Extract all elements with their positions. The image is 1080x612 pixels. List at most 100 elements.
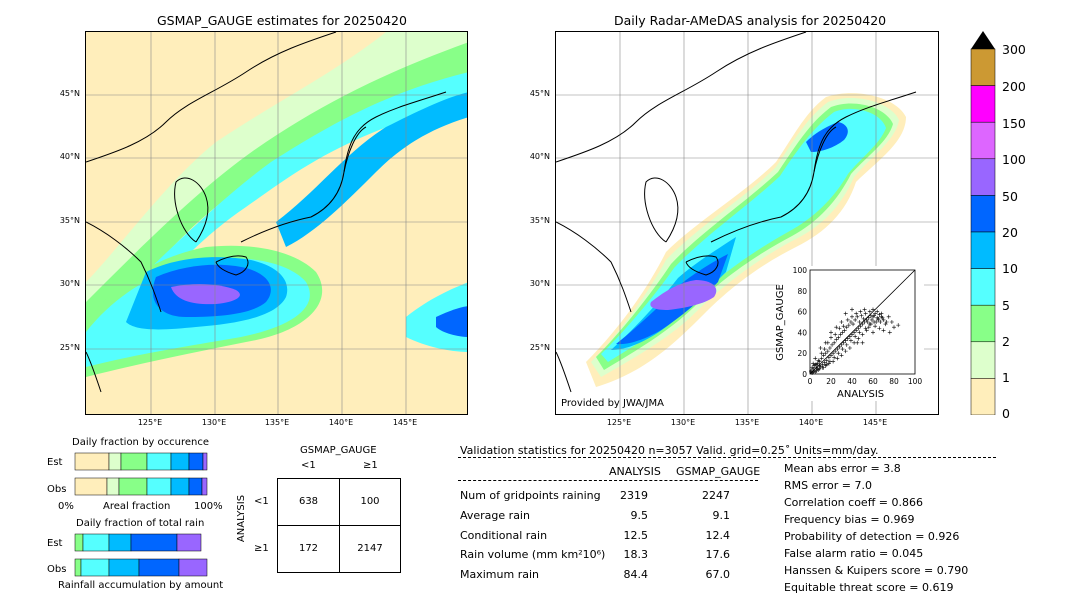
- scatter-point: [829, 353, 833, 358]
- scatter-point: [809, 369, 814, 374]
- colorbar-swatch: [970, 231, 996, 269]
- score-far: False alarm ratio = 0.045: [784, 547, 924, 560]
- colorbar-label-10: 10: [1002, 261, 1018, 276]
- scatter-point: [816, 358, 821, 363]
- right-lat-35: 35°N: [529, 216, 550, 225]
- precip-area-south-violet: [171, 284, 240, 305]
- total-rain-obs-bar: [74, 558, 208, 577]
- scatter-ylabel: GSMAP_GAUGE: [774, 284, 786, 361]
- left-lat-25: 25°N: [59, 343, 80, 352]
- scatter-point: [880, 315, 885, 320]
- colorbar-label-200: 200: [1002, 79, 1026, 94]
- scatter-y-tick: 60: [797, 308, 807, 317]
- left-lon-140: 140°E: [328, 418, 354, 427]
- validation-row-analysis: 12.5: [623, 529, 649, 542]
- total-rain-est-label: Est: [47, 538, 63, 549]
- scatter-point: [857, 320, 862, 324]
- colorbar-extend-arrow: [971, 31, 995, 49]
- scatter-point: [829, 330, 833, 335]
- scatter-point: [844, 325, 849, 330]
- score-correlation: Correlation coeff = 0.866: [784, 496, 923, 509]
- scatter-point: [875, 309, 880, 314]
- scatter-xlabel: ANALYSIS: [837, 389, 885, 400]
- scatter-point: [843, 349, 848, 354]
- score-pod: Probability of detection = 0.926: [784, 530, 960, 543]
- scatter-point: [822, 347, 827, 352]
- scatter-point: [883, 322, 888, 327]
- scatter-point: [839, 353, 844, 358]
- right-lat-40: 40°N: [529, 152, 550, 161]
- scatter-point: [866, 315, 871, 320]
- scatter-point: [855, 340, 860, 345]
- scatter-point: [869, 317, 874, 322]
- scatter-point: [836, 335, 841, 340]
- scatter-point: [843, 311, 848, 316]
- right-lon-140: 140°E: [798, 418, 824, 427]
- occurrence-est-bar: [74, 452, 208, 471]
- scatter-point: [833, 349, 838, 354]
- scatter-point: [878, 320, 883, 324]
- left-map: [85, 31, 468, 415]
- validation-row-label: Num of gridpoints raining: [460, 489, 601, 502]
- scatter-x-tick: 40: [847, 377, 857, 386]
- scatter-point: [862, 307, 867, 312]
- scatter-point: [812, 368, 817, 373]
- scatter-point: [823, 351, 828, 356]
- scatter-point: [852, 330, 857, 335]
- score-mae: Mean abs error = 3.8: [784, 462, 901, 475]
- validation-row-analysis: 84.4: [623, 568, 649, 581]
- left-lon-125: 125°E: [137, 418, 163, 427]
- scatter-point: [840, 330, 845, 335]
- scatter-point: [858, 324, 863, 329]
- precip-area-cyan: [86, 72, 467, 362]
- scatter-plot: 00 20 20 40 40 60 60 80 80 100 100: [793, 266, 923, 386]
- right-lon-125: 125°E: [606, 418, 632, 427]
- colorbar-swatch: [970, 121, 996, 160]
- validation-row-label: Average rain: [460, 509, 530, 522]
- validation-row-gsmap: 9.1: [712, 509, 731, 522]
- colorbar-label-300: 300: [1002, 42, 1026, 57]
- left-map-coastlines: [86, 32, 447, 393]
- radar-area-violet: [650, 280, 717, 310]
- colorbar-swatch: [970, 85, 996, 123]
- scatter-point: [824, 358, 829, 363]
- scatter-point: [825, 349, 830, 354]
- scatter-point: [831, 351, 836, 356]
- colorbar-label-150: 150: [1002, 116, 1026, 131]
- scatter-point: [823, 340, 828, 345]
- total-rain-bars: [73, 531, 209, 579]
- colorbar-swatch: [970, 268, 996, 306]
- scatter-point: [863, 311, 868, 316]
- colorbar-swatch: [970, 48, 996, 86]
- contingency-col-lt: <1: [301, 460, 316, 471]
- scatter-point: [884, 320, 889, 324]
- scatter-point: [864, 317, 869, 322]
- scatter-x-tick: 0: [808, 377, 813, 386]
- scatter-point: [826, 355, 831, 360]
- right-lon-135: 135°E: [734, 418, 760, 427]
- left-lat-30: 30°N: [59, 279, 80, 288]
- colorbar-swatch: [970, 304, 996, 343]
- radar-credit: Provided by JWA/JMA: [561, 398, 664, 409]
- scatter-point: [837, 326, 842, 331]
- scatter-point: [829, 335, 833, 340]
- colorbar-label-1: 1: [1002, 370, 1010, 385]
- right-map-coastlines: [556, 32, 917, 393]
- scatter-point: [830, 342, 835, 347]
- scatter-one-to-one-line: [809, 269, 916, 375]
- scatter-point: [827, 359, 832, 364]
- scatter-point: [826, 361, 831, 366]
- inset-scatter: 0 0 20 20 40 40 60 60 80 80 100 100: [779, 266, 924, 401]
- validation-row-label: Rain volume (mm km²10⁶): [460, 548, 606, 561]
- precip-area-se-blue: [436, 306, 467, 337]
- validation-table-rule: [458, 480, 758, 481]
- scatter-point: [817, 363, 822, 368]
- scatter-point: [846, 323, 851, 328]
- right-lat-30: 30°N: [529, 279, 550, 288]
- total-rain-obs-label: Obs: [47, 564, 67, 575]
- contingency-cell-hit-none: 638: [298, 496, 319, 507]
- total-rain-title: Daily fraction of total rain: [76, 518, 205, 529]
- scatter-point: [841, 324, 846, 329]
- colorbar-swatch: [970, 341, 996, 379]
- right-lon-130: 130°E: [670, 418, 696, 427]
